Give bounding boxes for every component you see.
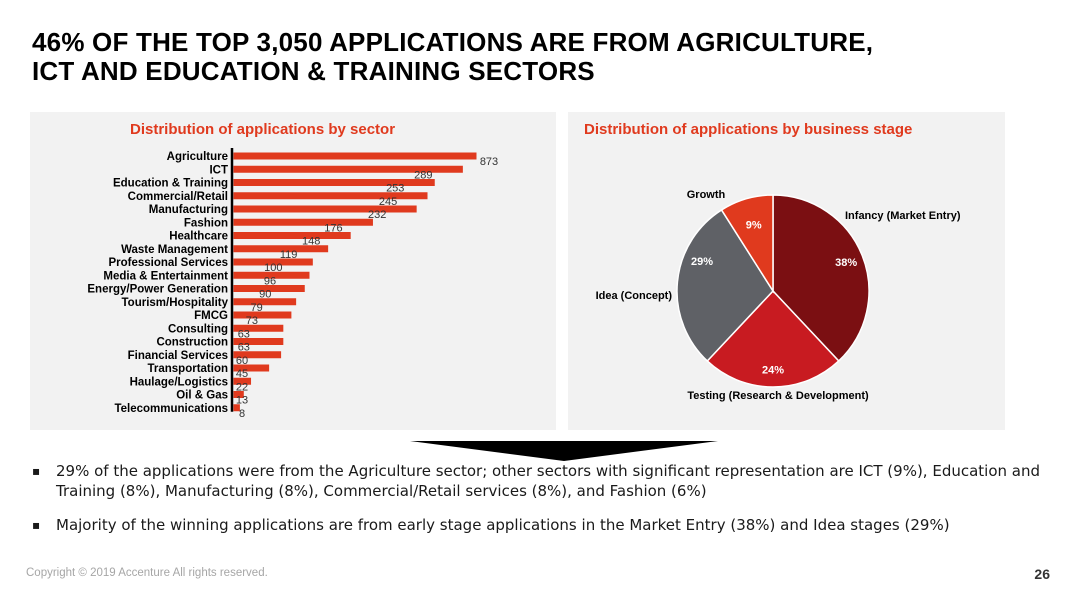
sector-bar (233, 205, 417, 213)
slide-title: 46% OF THE TOP 3,050 APPLICATIONS ARE FR… (32, 28, 1052, 86)
sector-bar (233, 179, 435, 186)
pie-category-label: Idea (Concept) (596, 290, 673, 302)
sector-value-label: 100 (264, 262, 282, 274)
sector-bar (233, 192, 428, 200)
summary-bullet: ▪ Majority of the winning applications a… (30, 515, 1040, 535)
sector-bar (233, 391, 244, 398)
pie-percent-label: 29% (691, 256, 713, 268)
pie-slice (706, 289, 840, 388)
sector-value-label: 232 (368, 209, 386, 221)
sector-bar (233, 298, 297, 306)
pie-percent-label: 9% (746, 220, 762, 232)
sector-chart-panel: Distribution of applications by sector A… (30, 112, 556, 430)
sector-category-label: Telecommunications (114, 403, 228, 415)
stage-chart-panel: Distribution of applications by business… (568, 112, 1005, 430)
sector-category-label: Transportation (147, 363, 228, 375)
sector-bar (233, 404, 240, 412)
bullet-text: 29% of the applications were from the Ag… (56, 462, 1041, 500)
sector-chart-title: Distribution of applications by sector (130, 121, 396, 138)
sector-bar (233, 364, 270, 372)
sector-bar (233, 311, 292, 319)
sector-value-label: 119 (280, 249, 298, 261)
bullet-text: Majority of the winning applications are… (56, 516, 950, 534)
sector-bar (233, 285, 305, 292)
sector-category-label: Agriculture (167, 151, 228, 163)
sector-bar (233, 338, 284, 345)
stage-chart-title: Distribution of applications by business… (584, 121, 913, 138)
sector-category-label: Manufacturing (149, 204, 228, 216)
sector-bar (233, 377, 252, 385)
pie-slice (772, 194, 870, 363)
sector-value-label: 90 (259, 289, 271, 301)
stage-pie-chart: 38% Infancy (Market Entry) 24% Testing (Res… (596, 189, 961, 402)
summary-bullet: ▪ 29% of the applications were from the … (30, 461, 1040, 501)
sector-value-label: 176 (324, 222, 342, 234)
sector-bar (233, 232, 351, 239)
sector-value-label: 289 (414, 169, 432, 181)
sector-category-label: Energy/Power Generation (87, 284, 228, 296)
pie-category-label: Growth (687, 189, 726, 201)
pie-percent-label: 24% (762, 365, 784, 377)
pie-category-label: Testing (Research & Development) (687, 390, 869, 402)
sector-category-label: Tourism/Hospitality (122, 297, 229, 309)
sector-value-label: 73 (246, 315, 258, 327)
bullet-marker: ▪ (32, 518, 41, 532)
sector-category-label: FMCG (194, 310, 228, 322)
sector-category-label: Healthcare (169, 231, 228, 243)
sector-value-label: 8 (239, 408, 245, 420)
sector-bar (233, 351, 282, 359)
copyright-footer: Copyright © 2019 Accenture All rights re… (26, 567, 268, 579)
sector-category-label: ICT (209, 164, 228, 176)
sector-category-label: Media & Entertainment (103, 270, 228, 282)
sector-category-label: Haulage/Logistics (130, 376, 228, 388)
slide-title-line-2: ICT AND EDUCATION & TRAINING SECTORS (32, 56, 595, 86)
sector-value-label: 13 (236, 395, 248, 407)
sector-bar (233, 218, 373, 226)
pie-category-label: Infancy (Market Entry) (845, 210, 961, 222)
sector-category-label: Commercial/Retail (128, 191, 228, 203)
sector-value-label: 63 (238, 342, 250, 354)
sector-value-label: 253 (386, 183, 404, 195)
sector-value-label: 873 (480, 156, 498, 168)
sector-value-label: 148 (302, 236, 320, 248)
sector-category-label: Education & Training (113, 178, 228, 190)
sector-value-label: 60 (236, 355, 248, 367)
page-number: 26 (1034, 566, 1050, 582)
sector-bar (233, 271, 310, 279)
sector-bar (233, 165, 463, 173)
pie-slice (720, 194, 774, 294)
sector-category-label: Professional Services (108, 257, 228, 269)
sector-category-label: Oil & Gas (176, 390, 228, 402)
bullet-marker: ▪ (32, 464, 41, 478)
sector-value-label: 22 (236, 381, 248, 393)
sector-category-label: Construction (156, 337, 228, 349)
sector-value-label: 96 (264, 275, 276, 287)
summary-bullets: ▪ 29% of the applications were from the … (30, 461, 1040, 549)
sector-value-label: 45 (236, 368, 248, 380)
pie-percent-label: 38% (835, 257, 857, 269)
sector-bar (233, 324, 284, 332)
sector-value-label: 79 (251, 302, 263, 314)
sector-category-label: Consulting (168, 323, 228, 335)
sector-category-label: Fashion (184, 217, 228, 229)
sector-bar (233, 245, 329, 253)
slide-title-line-1: 46% OF THE TOP 3,050 APPLICATIONS ARE FR… (32, 27, 874, 57)
pie-slice (676, 208, 774, 363)
down-arrow-icon (410, 441, 718, 461)
sector-bar (233, 258, 313, 266)
sector-value-label: 245 (379, 196, 397, 208)
sector-value-label: 63 (238, 328, 250, 340)
sector-category-label: Waste Management (121, 244, 228, 256)
sector-bar (233, 152, 477, 160)
sector-category-label: Financial Services (128, 350, 228, 362)
